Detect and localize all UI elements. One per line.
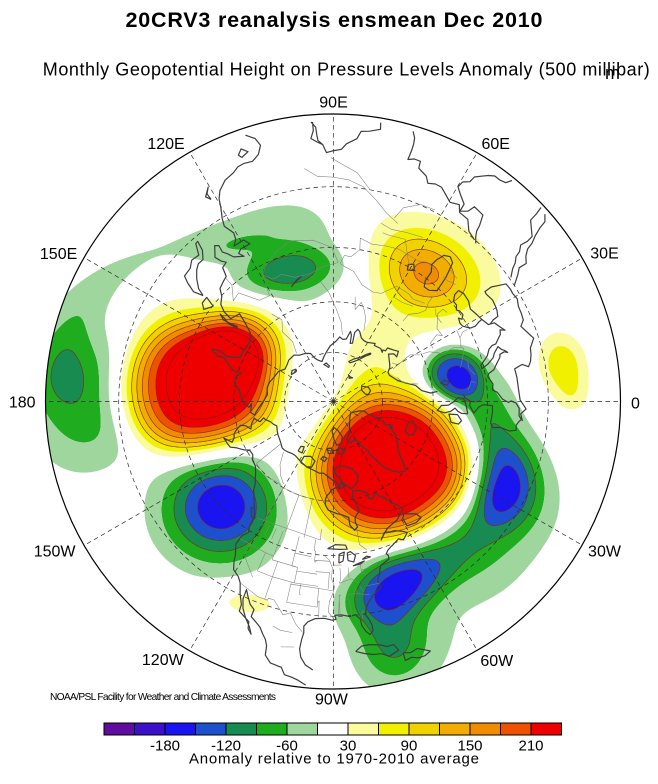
svg-text:-180: -180 <box>150 738 180 755</box>
svg-text:180: 180 <box>9 395 36 412</box>
svg-text:m: m <box>605 63 620 83</box>
svg-text:0: 0 <box>631 395 640 412</box>
svg-text:-120: -120 <box>211 738 241 755</box>
svg-text:150W: 150W <box>34 543 77 560</box>
svg-text:120E: 120E <box>147 136 184 153</box>
svg-text:60E: 60E <box>481 136 509 153</box>
svg-text:120W: 120W <box>142 652 185 669</box>
svg-text:Anomaly relative to 1970-2010: Anomaly relative to 1970-2010 average <box>189 751 479 768</box>
svg-text:60W: 60W <box>480 653 514 670</box>
svg-text:30: 30 <box>340 738 357 755</box>
svg-text:210: 210 <box>518 738 543 755</box>
svg-text:NOAA/PSL Facility for Weather: NOAA/PSL Facility for Weather and Climat… <box>50 692 276 703</box>
svg-text:90W: 90W <box>315 691 349 708</box>
svg-text:30W: 30W <box>588 543 622 560</box>
svg-text:150: 150 <box>457 738 482 755</box>
svg-text:Monthly Geopotential Height on: Monthly Geopotential Height on Pressure … <box>43 59 650 79</box>
svg-text:-60: -60 <box>276 738 298 755</box>
svg-text:30E: 30E <box>590 246 618 263</box>
svg-text:20CRV3 reanalysis ensmean Dec: 20CRV3 reanalysis ensmean Dec 2010 <box>126 8 543 32</box>
svg-text:90: 90 <box>401 738 418 755</box>
svg-text:90E: 90E <box>319 95 347 112</box>
svg-text:150E: 150E <box>40 246 77 263</box>
